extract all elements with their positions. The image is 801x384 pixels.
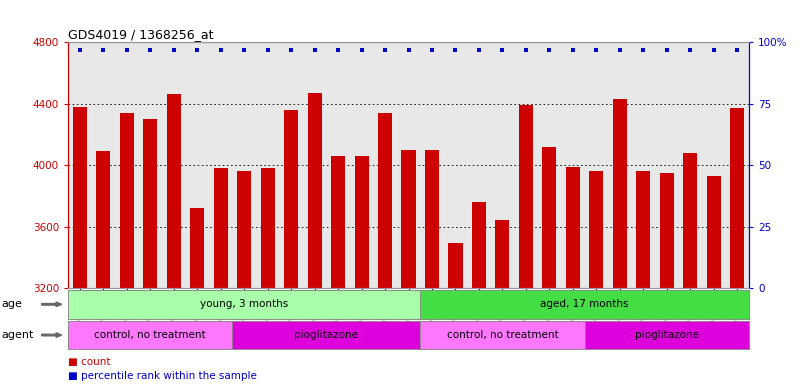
Bar bbox=[214, 168, 227, 288]
Bar bbox=[331, 156, 345, 288]
Text: young, 3 months: young, 3 months bbox=[200, 299, 288, 310]
Bar bbox=[119, 113, 134, 288]
Bar bbox=[232, 321, 421, 349]
Bar bbox=[378, 113, 392, 288]
Bar bbox=[566, 167, 580, 288]
Bar bbox=[519, 105, 533, 288]
Text: aged, 17 months: aged, 17 months bbox=[541, 299, 629, 310]
Bar bbox=[495, 220, 509, 288]
Bar bbox=[421, 290, 749, 319]
Text: age: age bbox=[2, 299, 22, 310]
Bar bbox=[585, 321, 749, 349]
Bar bbox=[401, 150, 416, 288]
Bar bbox=[660, 173, 674, 288]
Bar bbox=[542, 147, 557, 288]
Bar bbox=[472, 202, 486, 288]
Bar bbox=[421, 321, 585, 349]
Text: control, no treatment: control, no treatment bbox=[447, 330, 558, 340]
Bar bbox=[731, 108, 744, 288]
Bar bbox=[143, 119, 157, 288]
Text: ■ percentile rank within the sample: ■ percentile rank within the sample bbox=[68, 371, 257, 381]
Bar bbox=[355, 156, 368, 288]
Bar bbox=[425, 150, 439, 288]
Text: GDS4019 / 1368256_at: GDS4019 / 1368256_at bbox=[68, 28, 214, 41]
Text: agent: agent bbox=[2, 330, 34, 340]
Bar bbox=[308, 93, 322, 288]
Bar bbox=[683, 153, 698, 288]
Bar bbox=[96, 151, 111, 288]
Text: pioglitazone: pioglitazone bbox=[634, 330, 698, 340]
Bar bbox=[237, 171, 252, 288]
Bar bbox=[636, 171, 650, 288]
Bar bbox=[68, 290, 421, 319]
Text: control, no treatment: control, no treatment bbox=[95, 330, 206, 340]
Bar bbox=[68, 321, 232, 349]
Bar bbox=[706, 176, 721, 288]
Bar bbox=[73, 107, 87, 288]
Bar bbox=[449, 243, 462, 288]
Text: pioglitazone: pioglitazone bbox=[294, 330, 358, 340]
Text: ■ count: ■ count bbox=[68, 357, 111, 367]
Bar bbox=[190, 208, 204, 288]
Bar bbox=[613, 99, 627, 288]
Bar bbox=[284, 110, 298, 288]
Bar bbox=[590, 171, 603, 288]
Bar bbox=[260, 168, 275, 288]
Bar bbox=[167, 94, 181, 288]
